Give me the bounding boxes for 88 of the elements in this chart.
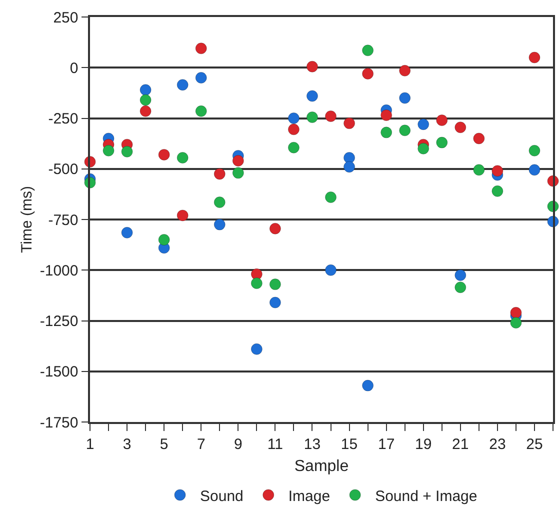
legend-label: Sound xyxy=(200,488,244,505)
point xyxy=(195,72,207,84)
x-tick-label: 11 xyxy=(267,436,283,453)
point xyxy=(528,52,540,64)
x-tick-label: 15 xyxy=(340,436,358,453)
point xyxy=(176,79,188,91)
point xyxy=(510,306,522,318)
point xyxy=(176,210,188,222)
point xyxy=(176,152,188,164)
point xyxy=(325,191,337,203)
x-tick-label: 7 xyxy=(196,436,206,453)
legend-label: Sound + Image xyxy=(375,488,478,505)
y-tick-label: -1750 xyxy=(40,414,78,432)
point xyxy=(418,142,430,154)
y-tick-label: 0 xyxy=(70,60,78,77)
x-tick-label: 3 xyxy=(122,436,132,453)
point xyxy=(436,114,448,126)
point xyxy=(454,269,466,281)
point xyxy=(454,282,466,294)
y-tick-label: -250 xyxy=(48,110,78,128)
point xyxy=(195,105,207,117)
point xyxy=(399,64,411,76)
point xyxy=(214,196,226,208)
point xyxy=(288,112,300,124)
point xyxy=(214,168,226,180)
point xyxy=(306,60,318,72)
point xyxy=(344,161,356,173)
point xyxy=(121,146,133,158)
point xyxy=(325,110,337,122)
point xyxy=(436,136,448,148)
point xyxy=(250,278,262,290)
y-tick-label: 250 xyxy=(53,9,78,26)
x-tick-label: 9 xyxy=(234,436,242,453)
legend-label: Image xyxy=(288,488,330,505)
point xyxy=(195,42,207,54)
point xyxy=(510,317,522,329)
x-tick-label: 25 xyxy=(526,436,543,453)
point xyxy=(121,226,133,238)
point xyxy=(528,164,540,176)
x-tick-label: 5 xyxy=(160,436,168,453)
point xyxy=(250,268,262,280)
point xyxy=(454,122,466,134)
point xyxy=(473,164,485,176)
point xyxy=(269,296,281,308)
point xyxy=(102,144,114,156)
point xyxy=(492,165,504,177)
y-tick-label: -1000 xyxy=(40,262,78,280)
point xyxy=(418,118,430,130)
x-axis-title: Sample xyxy=(294,458,349,475)
point xyxy=(344,118,356,130)
point xyxy=(306,111,318,123)
point xyxy=(473,132,485,144)
x-tick-label: 23 xyxy=(489,436,506,453)
point xyxy=(250,343,262,355)
x-tick-label: 13 xyxy=(304,436,321,453)
point xyxy=(344,152,356,164)
point xyxy=(269,278,281,290)
x-tick-label: 21 xyxy=(452,436,469,453)
point xyxy=(158,234,170,246)
point xyxy=(380,126,392,138)
point xyxy=(380,109,392,121)
point xyxy=(306,90,318,102)
point xyxy=(399,124,411,136)
point xyxy=(140,94,152,106)
point xyxy=(214,218,226,230)
point xyxy=(269,222,281,234)
y-axis-title: Time (ms) xyxy=(18,186,36,253)
point xyxy=(140,84,152,96)
point xyxy=(325,264,337,276)
x-tick-label: 19 xyxy=(415,436,432,453)
point xyxy=(232,167,244,179)
point xyxy=(288,142,300,154)
point xyxy=(362,44,374,56)
x-tick-label: 17 xyxy=(378,436,395,453)
point xyxy=(399,92,411,104)
point xyxy=(158,148,170,160)
point xyxy=(232,155,244,167)
point xyxy=(140,105,152,117)
y-tick-label: -500 xyxy=(48,161,78,178)
point xyxy=(528,144,540,156)
point xyxy=(492,185,504,197)
point xyxy=(288,124,300,136)
y-tick-label: -750 xyxy=(48,212,78,229)
point xyxy=(362,380,374,392)
point xyxy=(362,68,374,80)
y-tick-label: -1250 xyxy=(40,313,78,330)
x-tick-label: 1 xyxy=(86,436,94,453)
y-tick-label: -1500 xyxy=(40,364,78,381)
